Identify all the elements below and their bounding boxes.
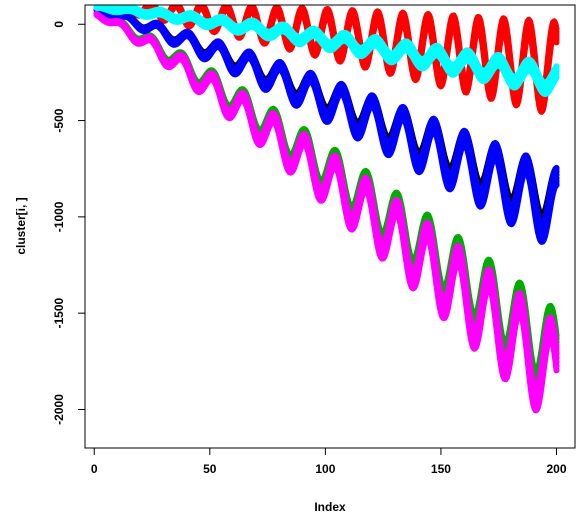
x-tick-label: 200 bbox=[546, 462, 566, 476]
series-line bbox=[93, 5, 560, 229]
series-band bbox=[93, 10, 560, 414]
y-tick-label: -1000 bbox=[52, 201, 66, 232]
y-tick-label: -2000 bbox=[52, 394, 66, 425]
y-axis-title: cluster[i, ] bbox=[14, 197, 28, 254]
x-tick-label: 50 bbox=[203, 462, 217, 476]
plot-series bbox=[93, 5, 560, 414]
x-tick-label: 100 bbox=[315, 462, 335, 476]
x-tick-label: 0 bbox=[91, 462, 98, 476]
y-tick-label: 0 bbox=[52, 21, 66, 28]
y-tick-label: -1500 bbox=[52, 298, 66, 329]
series-band bbox=[93, 5, 560, 245]
x-axis-title: Index bbox=[314, 500, 346, 514]
x-tick-label: 150 bbox=[431, 462, 451, 476]
y-tick-label: -500 bbox=[52, 108, 66, 132]
plot-frame bbox=[84, 4, 576, 449]
series-line bbox=[93, 5, 560, 86]
x-axis: 0 50 100 150 200 bbox=[91, 448, 567, 476]
y-axis: 0 -500 -1000 -1500 -2000 bbox=[52, 21, 85, 425]
series-line bbox=[93, 10, 560, 394]
series-band bbox=[93, 5, 560, 98]
